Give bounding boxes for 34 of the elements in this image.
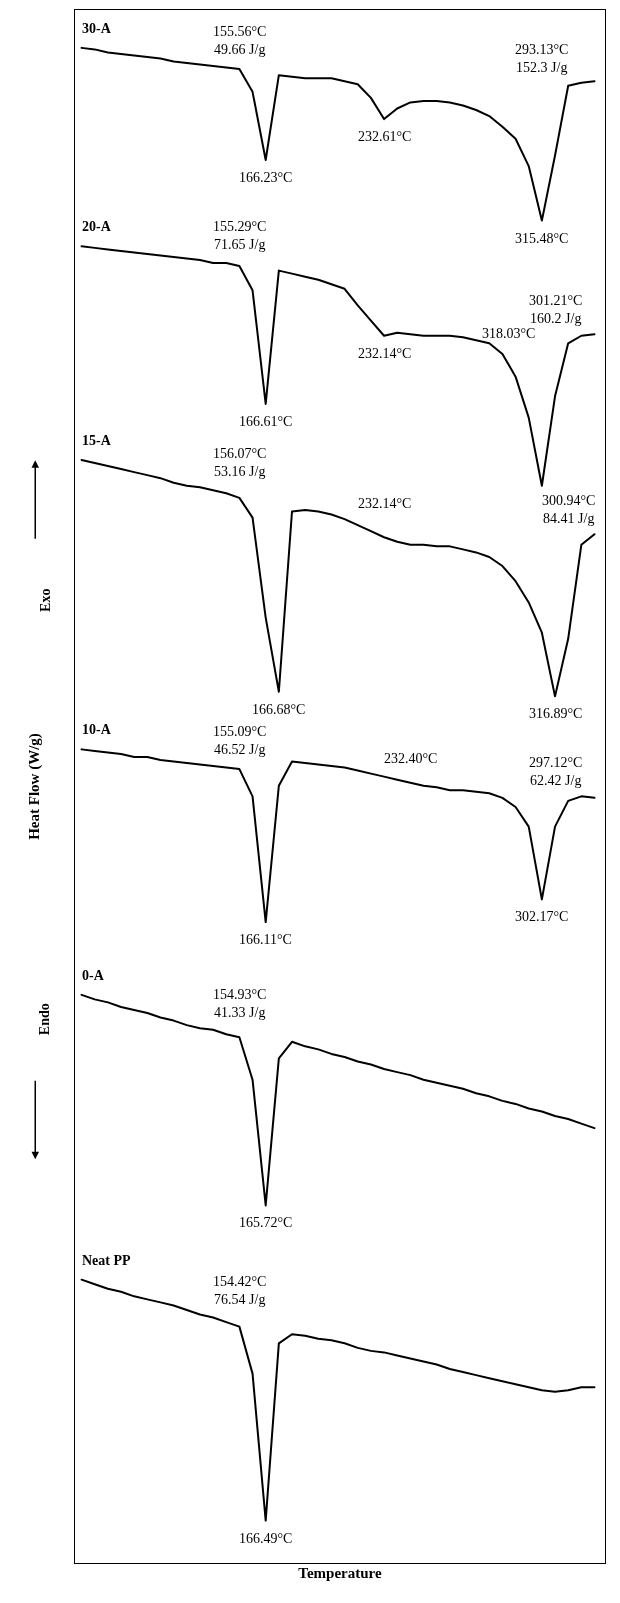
annotation: 154.93°C 41.33 J/g xyxy=(213,987,267,1021)
annotation: 301.21°C 160.2 J/g xyxy=(529,293,583,327)
annotation: 315.48°C xyxy=(515,231,569,246)
annotation: 232.40°C xyxy=(384,751,438,766)
annotation: 155.09°C 46.52 J/g xyxy=(213,724,267,758)
text: Exo xyxy=(37,588,53,612)
annotation: 155.56°C 49.66 J/g xyxy=(213,24,267,58)
annotation: 155.29°C 71.65 J/g xyxy=(213,219,267,253)
x-axis-title: Temperature xyxy=(298,1565,382,1581)
annotation: 154.42°C 76.54 J/g xyxy=(213,1274,267,1308)
annotation: 297.12°C 62.42 J/g xyxy=(529,755,583,789)
annotation: 316.89°C xyxy=(529,706,583,721)
series-label: 15-A xyxy=(82,433,112,448)
annotation: 232.61°C xyxy=(358,129,412,144)
annotation: 156.07°C 53.16 J/g xyxy=(213,446,267,480)
annotation: 166.61°C xyxy=(239,414,293,429)
annotation: 166.11°C xyxy=(239,932,292,947)
annotation: 166.23°C xyxy=(239,170,293,185)
annotation: 300.94°C 84.41 J/g xyxy=(542,493,596,527)
annotation: 302.17°C xyxy=(515,909,569,924)
annotation: 232.14°C xyxy=(358,496,412,511)
series-label: Neat PP xyxy=(82,1253,132,1268)
series-label: 30-A xyxy=(82,21,112,36)
series-label: 0-A xyxy=(82,968,105,983)
annotation: 318.03°C xyxy=(482,326,536,341)
series-label: 20-A xyxy=(82,219,112,234)
text: Endo xyxy=(37,1003,53,1036)
annotation: 166.49°C xyxy=(239,1531,293,1546)
annotation: 165.72°C xyxy=(239,1215,293,1230)
annotation: 232.14°C xyxy=(358,346,412,361)
series-label: 10-A xyxy=(82,722,112,737)
annotation: 293.13°C 152.3 J/g xyxy=(515,42,569,76)
y-axis-title: Heat Flow (W/g) xyxy=(26,733,44,840)
annotation: 166.68°C xyxy=(252,702,306,717)
